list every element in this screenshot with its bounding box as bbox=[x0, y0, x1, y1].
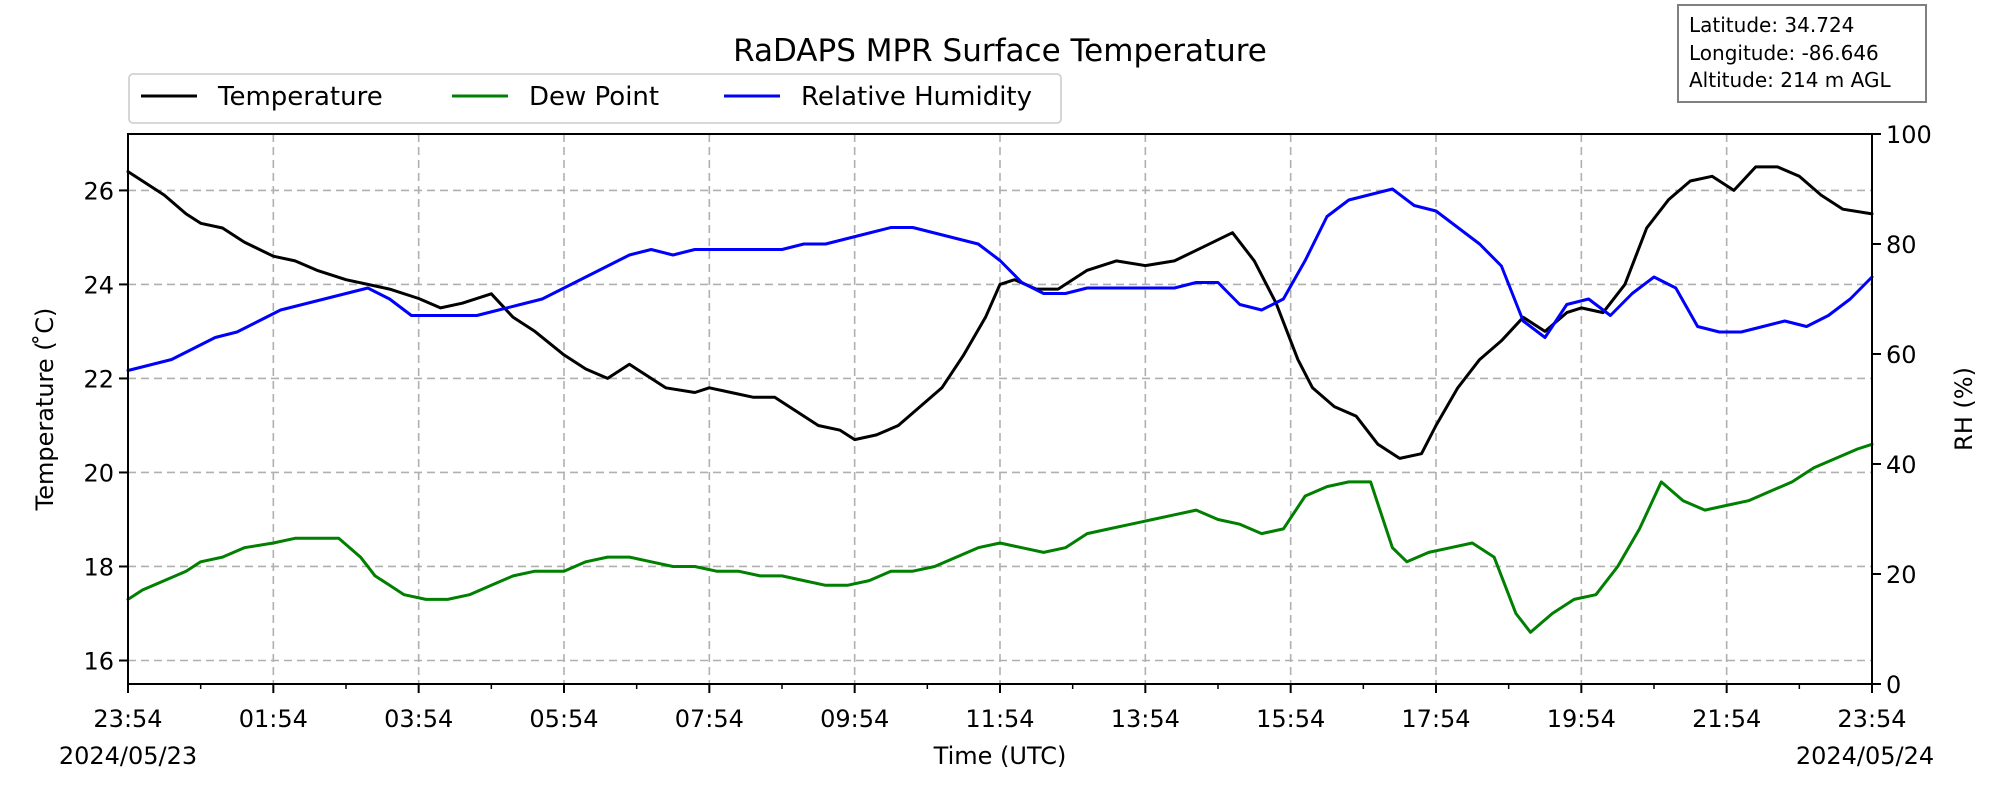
legend-label-dew-point: Dew Point bbox=[529, 82, 659, 112]
y-left-tick-label: 22 bbox=[83, 365, 114, 393]
x-tick-label: 13:54 bbox=[1111, 705, 1180, 733]
x-tick-label: 15:54 bbox=[1256, 705, 1325, 733]
series-line-dew-point bbox=[126, 442, 1874, 634]
y-right-tick-label: 40 bbox=[1886, 451, 1917, 479]
x-tick-label: 23:54 bbox=[93, 705, 162, 733]
series-line-relative-humidity bbox=[126, 187, 1874, 372]
y-left-tick-label: 16 bbox=[83, 647, 114, 675]
info-latitude: Latitude: 34.724 bbox=[1689, 13, 1854, 37]
y-axis-left: 16 18 20 22 24 26 bbox=[83, 177, 128, 675]
y-axis-right: 0 20 40 60 80 100 bbox=[1872, 121, 1932, 699]
grid bbox=[128, 134, 1872, 684]
y-left-tick-label: 20 bbox=[83, 459, 114, 487]
series-line-temperature bbox=[126, 165, 1874, 460]
info-altitude: Altitude: 214 m AGL bbox=[1689, 68, 1891, 92]
y-axis-right-title: RH (%) bbox=[1950, 367, 1978, 451]
legend: Temperature Dew Point Relative Humidity bbox=[128, 73, 1062, 124]
y-left-tick-label: 26 bbox=[83, 177, 114, 205]
date-start-label: 2024/05/23 bbox=[59, 742, 197, 770]
y-axis-left-title: Temperature ( ̊C) bbox=[31, 308, 59, 512]
date-end-label: 2024/05/24 bbox=[1796, 742, 1934, 770]
info-longitude: Longitude: -86.646 bbox=[1689, 41, 1879, 65]
x-axis-title: Time (UTC) bbox=[933, 742, 1067, 770]
y-right-tick-label: 60 bbox=[1886, 341, 1917, 369]
legend-label-temperature: Temperature bbox=[217, 82, 383, 112]
y-right-tick-label: 80 bbox=[1886, 231, 1917, 259]
legend-label-relative-humidity: Relative Humidity bbox=[801, 82, 1032, 112]
x-tick-label: 03:54 bbox=[384, 705, 453, 733]
x-tick-label: 21:54 bbox=[1692, 705, 1761, 733]
info-box-frame bbox=[1677, 4, 1927, 103]
y-right-tick-label: 0 bbox=[1886, 671, 1901, 699]
y-left-tick-label: 24 bbox=[83, 271, 114, 299]
x-tick-label: 01:54 bbox=[239, 705, 308, 733]
x-tick-label: 11:54 bbox=[965, 705, 1034, 733]
y-right-tick-label: 20 bbox=[1886, 561, 1917, 589]
x-tick-label: 19:54 bbox=[1547, 705, 1616, 733]
x-tick-label: 23:54 bbox=[1837, 705, 1906, 733]
y-left-tick-label: 18 bbox=[83, 553, 114, 581]
x-tick-label: 05:54 bbox=[529, 705, 598, 733]
x-tick-label: 17:54 bbox=[1401, 705, 1470, 733]
y-right-tick-label: 100 bbox=[1886, 121, 1932, 149]
x-tick-label: 07:54 bbox=[675, 705, 744, 733]
legend-frame bbox=[128, 73, 1062, 124]
info-box: Latitude: 34.724 Longitude: -86.646 Alti… bbox=[1677, 4, 1927, 103]
x-axis: 23:54 01:54 03:54 05:54 07:54 09:54 11:54 13:54… bbox=[93, 684, 1907, 733]
x-tick-label: 09:54 bbox=[820, 705, 889, 733]
chart-title: RaDAPS MPR Surface Temperature bbox=[733, 33, 1267, 69]
series-layer bbox=[126, 165, 1874, 634]
